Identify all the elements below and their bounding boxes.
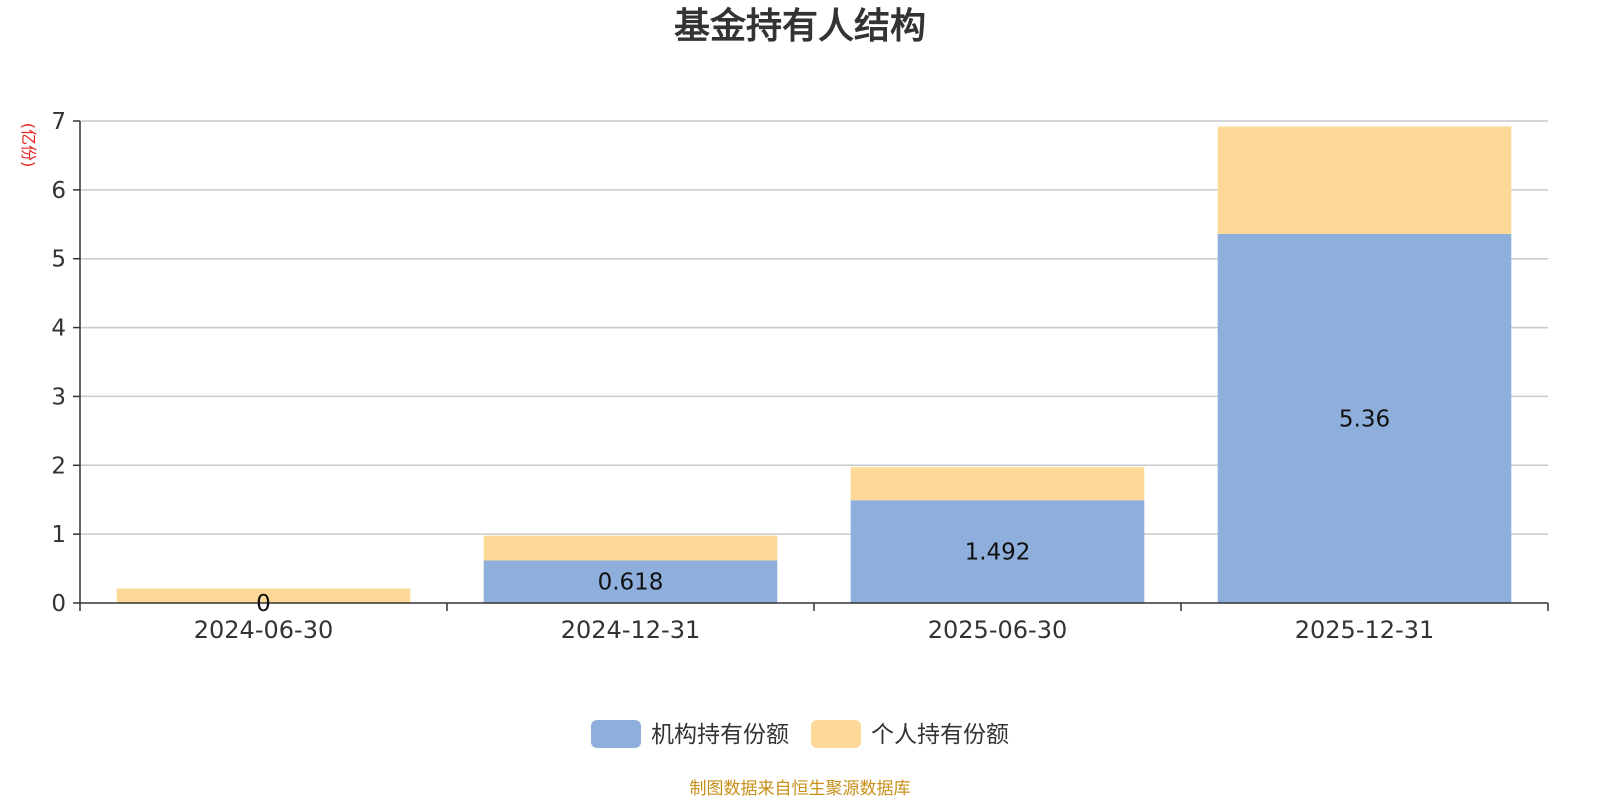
legend[interactable]: 机构持有份额 个人持有份额 (591, 720, 1009, 748)
y-tick-label: 3 (51, 384, 66, 410)
legend-swatch (591, 720, 641, 748)
bar-institutional[interactable] (850, 500, 1145, 603)
bar-individual[interactable] (1217, 126, 1512, 234)
legend-label: 机构持有份额 (651, 722, 789, 748)
bars (116, 126, 1512, 603)
y-tick-label: 0 (51, 591, 66, 617)
legend-swatch (811, 720, 861, 748)
x-tick-label: 2025-12-31 (1295, 616, 1434, 644)
y-axis-unit-label: (亿份) (19, 123, 38, 168)
x-tick-label: 2024-06-30 (194, 616, 333, 644)
axes: 0 1 2 3 4 5 6 7 2024-06-30 2024-12-31 2025-06-30 20… (51, 109, 1549, 644)
x-tick-label: 2024-12-31 (561, 616, 700, 644)
chart-title: 基金持有人结构 (674, 5, 926, 47)
bar-value-label: 0.618 (598, 570, 664, 596)
data-labels: 0 0.618 1.492 5.36 (256, 406, 1390, 617)
y-tick-label: 4 (51, 316, 66, 342)
bar-value-label: 1.492 (965, 540, 1031, 566)
y-tick-label: 6 (51, 178, 66, 204)
bar-value-label: 5.36 (1339, 406, 1390, 432)
bar-institutional[interactable] (483, 560, 778, 603)
bar-value-label: 0 (256, 591, 271, 617)
legend-label: 个人持有份额 (871, 722, 1009, 748)
bar-individual[interactable] (850, 467, 1145, 501)
x-tick-label: 2025-06-30 (928, 616, 1067, 644)
legend-item-individual[interactable]: 个人持有份额 (811, 720, 1009, 748)
y-tick-label: 7 (51, 109, 66, 135)
bar-institutional[interactable] (1217, 233, 1512, 603)
bar-individual[interactable] (116, 588, 411, 603)
legend-item-institutional[interactable]: 机构持有份额 (591, 720, 789, 748)
y-tick-label: 5 (51, 247, 66, 273)
bar-individual[interactable] (483, 535, 778, 561)
y-tick-label: 2 (51, 453, 66, 479)
y-tick-label: 1 (51, 522, 66, 548)
grid-lines (80, 120, 1548, 535)
source-note: 制图数据来自恒生聚源数据库 (690, 779, 911, 799)
